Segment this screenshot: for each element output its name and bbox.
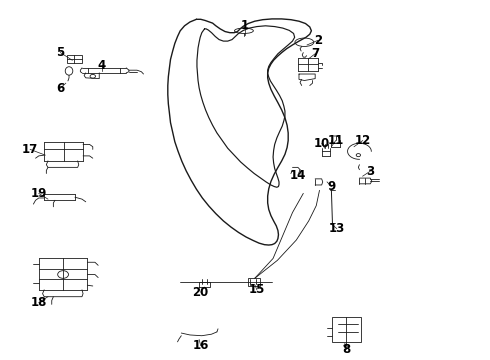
Text: 5: 5	[56, 46, 65, 59]
Text: 13: 13	[329, 222, 345, 235]
Text: 12: 12	[355, 134, 371, 147]
Text: 20: 20	[193, 285, 209, 298]
Bar	[248, 278, 260, 286]
Text: 4: 4	[98, 59, 106, 72]
Bar	[67, 55, 82, 63]
Text: 14: 14	[290, 168, 306, 181]
Bar	[332, 317, 361, 342]
Text: 17: 17	[22, 143, 38, 156]
Text: 8: 8	[343, 343, 351, 356]
Text: 3: 3	[366, 165, 374, 178]
Text: 19: 19	[30, 187, 47, 200]
Text: 7: 7	[311, 47, 319, 60]
Text: 18: 18	[30, 296, 47, 309]
Text: 6: 6	[56, 82, 65, 95]
Text: 1: 1	[241, 19, 249, 32]
Text: 11: 11	[327, 134, 344, 147]
Text: 15: 15	[249, 283, 265, 296]
Text: 2: 2	[314, 34, 322, 47]
Text: 10: 10	[314, 137, 330, 150]
Text: 9: 9	[327, 180, 336, 193]
Text: 16: 16	[193, 339, 209, 352]
